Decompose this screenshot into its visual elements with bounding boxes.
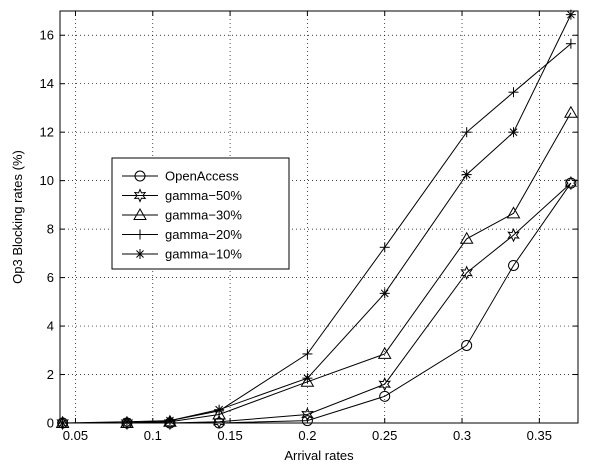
x-tick-label: 0.15 [217,428,242,443]
x-tick-label: 0.3 [453,428,471,443]
data-point [461,127,472,138]
data-point [564,175,578,191]
data-point [565,38,576,49]
legend-marker [134,170,146,182]
data-point [212,407,226,420]
data-point [302,348,313,359]
data-point [377,346,392,359]
series-markers [55,9,578,431]
data-point [56,415,69,431]
legend-marker [135,229,145,240]
legend-entry: gamma−20% [122,227,242,242]
legend-marker [135,249,145,259]
data-point [459,231,474,244]
data-point [301,415,313,427]
legend: OpenAccess gamma−50% gamma−30% gamma−20% gam… [111,157,290,270]
y-tick-label: 10 [40,173,54,188]
legend-marker [133,188,147,203]
legend-entry: gamma−50% [122,188,242,203]
data-point [508,259,520,271]
data-point [506,206,521,219]
data-point [461,169,472,180]
x-tick-label: 0.1 [144,428,162,443]
y-tick-label: 2 [47,367,54,382]
y-tick-label: 16 [40,28,54,43]
data-point [379,242,390,253]
y-tick-label: 14 [40,76,54,91]
data-point [302,373,313,384]
x-tick-label: 0.25 [372,428,397,443]
data-point [214,404,225,415]
legend-entry: gamma−10% [122,247,242,262]
legend-label: OpenAccess [165,169,239,184]
data-point [378,376,391,392]
x-tick-label: 0.2 [298,428,316,443]
legend-entry: OpenAccess [122,169,239,184]
legend-entry: gamma−30% [122,208,242,223]
x-axis-label: Arrival rates [284,448,354,463]
data-point [508,87,519,98]
y-tick-label: 8 [47,222,54,237]
plot-frame [59,10,579,424]
data-point [508,127,519,138]
legend-marker [133,207,147,220]
data-point [163,415,177,431]
data-point [164,415,175,426]
y-tick-label: 12 [40,125,54,140]
data-point [121,416,132,427]
data-point [120,415,134,431]
x-tick-label: 0.35 [527,428,552,443]
data-point [564,105,578,118]
data-point [565,9,576,20]
legend-label: gamma−30% [165,208,242,223]
x-tick-label: 0.05 [63,428,88,443]
tick-labels: 0.05 0.1 0.15 0.2 0.25 0.3 0.35 0 2 4 6 8 10 12 14 16 [40,28,552,443]
y-axis-label: Op3 Blocking rates (%) [10,150,25,284]
data-point [460,265,473,280]
data-point [507,227,520,243]
legend-label: gamma−50% [165,188,242,203]
y-tick-label: 4 [47,319,54,334]
legend-label: gamma−10% [165,247,242,262]
y-tick-label: 0 [47,416,54,431]
ticks [60,11,578,424]
data-point [379,288,390,299]
y-tick-label: 6 [47,270,54,285]
data-point [461,339,473,351]
legend-label: gamma−20% [165,227,242,242]
